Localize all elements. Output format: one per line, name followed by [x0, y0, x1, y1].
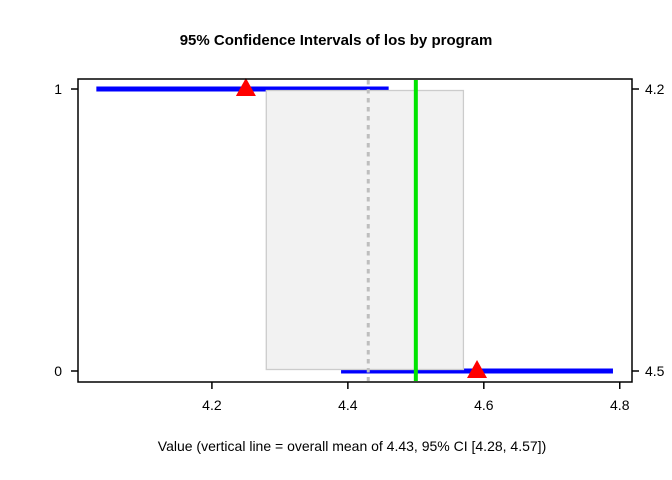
plot-box	[77, 78, 633, 383]
x-axis-title: Value (vertical line = overall mean of 4…	[157, 438, 547, 454]
mean-marker-program-0	[467, 360, 488, 379]
right-axis-label-group-0: 4.5	[645, 363, 665, 379]
y-tick-label-group-1: 1	[54, 81, 62, 97]
right-axis-label-group-1: 4.2	[645, 81, 665, 97]
x-tick-label-3: 4.6	[474, 397, 494, 413]
mean-marker-program-1	[235, 78, 256, 97]
overall-ci-band	[265, 89, 465, 371]
x-tick-label-2: 4.4	[338, 397, 358, 413]
x-tick-label-4: 4.8	[610, 397, 630, 413]
chart-title: 95% Confidence Intervals of los by progr…	[179, 32, 493, 49]
y-tick-label-group-0: 0	[54, 363, 62, 379]
x-tick-label-1: 4.2	[202, 397, 222, 413]
